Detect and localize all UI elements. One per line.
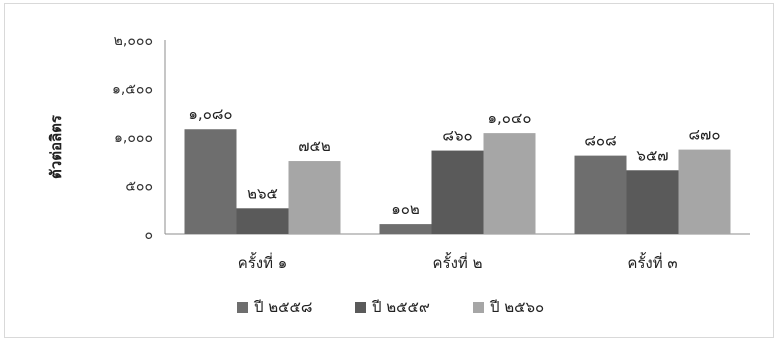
bar (678, 149, 731, 234)
legend-swatch (237, 302, 248, 313)
y-tick-label: ๕๐๐ (125, 179, 153, 195)
data-label: ๘๗๐ (688, 126, 720, 144)
legend-label: ปี ๒๕๖๐ (489, 298, 544, 316)
bar (483, 133, 536, 234)
legend-swatch (473, 302, 484, 313)
data-label: ๖๕๗ (636, 146, 668, 164)
bar (379, 224, 432, 234)
bar (288, 161, 341, 234)
data-label: ๑,๐๔๐ (488, 109, 532, 127)
bar (236, 208, 289, 234)
y-tick-label: ๑,๐๐๐ (114, 130, 153, 146)
legend-label: ปี ๒๕๕๙ (371, 298, 430, 316)
legend-label: ปี ๒๕๕๘ (253, 298, 312, 316)
data-label: ๒๖๕ (247, 184, 278, 202)
bar (574, 155, 627, 234)
data-label: ๘๐๘ (584, 132, 616, 150)
y-axis-title: ตัวต่อลิตร (47, 114, 65, 179)
x-tick-label: ครั้งที่ ๓ (627, 252, 677, 272)
x-tick-label: ครั้งที่ ๑ (238, 252, 288, 272)
bar (626, 170, 679, 234)
data-label: ๑,๐๘๐ (188, 105, 232, 123)
chart-frame: ๐ ๕๐๐ ๑,๐๐๐ ๑,๕๐๐ ๒,๐๐๐ตัวต่อลิตรครั้งที่ ๑ ค… (4, 3, 774, 338)
legend-swatch (355, 302, 366, 313)
y-tick-label: ๐ (144, 227, 153, 243)
data-label: ๑๐๒ (391, 200, 420, 218)
y-tick-label: ๒,๐๐๐ (114, 33, 153, 49)
x-tick-label: ครั้งที่ ๒ (433, 252, 483, 272)
bar (184, 129, 237, 234)
bars (184, 129, 731, 234)
legend: ปี ๒๕๕๘ ปี ๒๕๕๙ ปี ๒๕๖๐ (237, 298, 544, 316)
y-tick-label: ๑,๕๐๐ (112, 82, 153, 98)
data-label: ๘๖๐ (442, 127, 472, 145)
bar (431, 150, 484, 234)
data-label: ๗๕๒ (298, 137, 331, 155)
